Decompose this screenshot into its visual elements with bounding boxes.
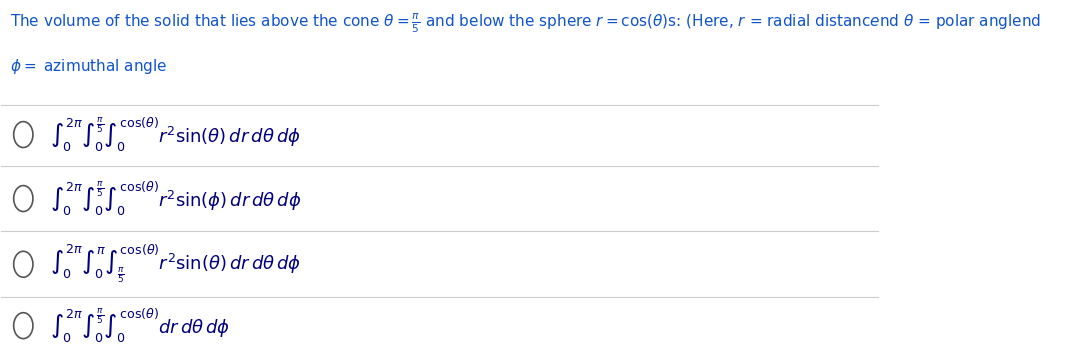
Text: $\int_0^{2\pi} \int_0^{\pi} \int_{\frac{\pi}{5}}^{\cos(\theta)} r^2 \sin(\theta): $\int_0^{2\pi} \int_0^{\pi} \int_{\frac{… xyxy=(50,243,301,286)
Text: $\phi =$ azimuthal angle: $\phi =$ azimuthal angle xyxy=(10,57,168,76)
Text: $\int_0^{2\pi} \int_0^{\frac{\pi}{5}} \int_0^{\cos(\theta)} r^2 \sin(\phi)\, dr\: $\int_0^{2\pi} \int_0^{\frac{\pi}{5}} \i… xyxy=(50,179,302,218)
Text: The volume of the solid that lies above the cone $\theta = \frac{\pi}{5}$ and be: The volume of the solid that lies above … xyxy=(10,12,1041,35)
Text: $\int_0^{2\pi} \int_0^{\frac{\pi}{5}} \int_0^{\cos(\theta)} r^2 \sin(\theta)\, d: $\int_0^{2\pi} \int_0^{\frac{\pi}{5}} \i… xyxy=(50,115,301,154)
Text: $\int_0^{2\pi} \int_0^{\frac{\pi}{5}} \int_0^{\cos(\theta)} dr\, d\theta\, d\phi: $\int_0^{2\pi} \int_0^{\frac{\pi}{5}} \i… xyxy=(50,306,229,345)
